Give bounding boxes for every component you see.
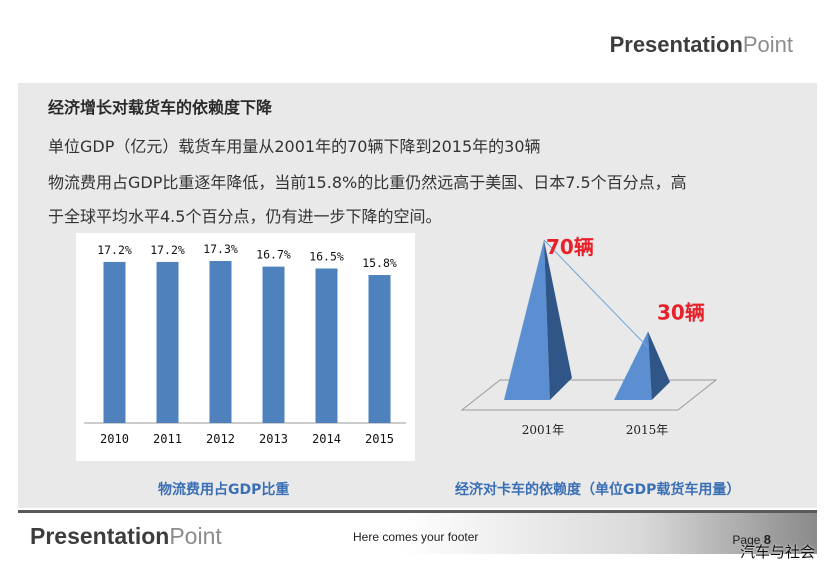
- bar-2011: [156, 261, 179, 423]
- logistics-bar-chart: 17.2% 2010 17.2% 2011 17.3% 2012 16.7% 2013 16.5…: [84, 242, 406, 446]
- page-number-value: 8: [763, 532, 771, 547]
- data-label-2012: 17.3%: [203, 242, 238, 256]
- footer-logo-light: Point: [169, 523, 222, 549]
- logo-bold-text: Presentation: [609, 32, 743, 57]
- data-label-2015: 15.8%: [362, 256, 397, 270]
- bar-2015: [368, 275, 391, 423]
- data-label-2010: 17.2%: [97, 243, 132, 257]
- bar-2010: [103, 261, 126, 423]
- pyramid-chart: 2001年 2015年 70辆 30辆: [460, 235, 718, 437]
- slide-heading: 经济增长对载货车的依赖度下降: [48, 98, 273, 117]
- bar-chart-box: 17.2% 2010 17.2% 2011 17.3% 2012 16.7% 2013 16.5…: [76, 233, 415, 461]
- x-tick-2015年: 2015年: [626, 423, 669, 437]
- body-line-2: 物流费用占GDP比重逐年降低，当前15.8%的比重仍然远高于美国、日本7.5个百…: [48, 173, 687, 192]
- body-line-3: 于全球平均水平4.5个百分点，仍有进一步下降的空间。: [48, 207, 442, 226]
- pyramid-side-1: [648, 331, 670, 400]
- pyramid-front-0: [504, 240, 550, 400]
- bar-2014: [315, 268, 338, 423]
- watermark-text: 汽车与社会: [739, 543, 815, 561]
- body-line-1: 单位GDP（亿元）载货车用量从2001年的70辆下降到2015年的30辆: [48, 137, 541, 156]
- x-tick-2010: 2010: [100, 432, 129, 446]
- x-tick-2015: 2015: [365, 432, 394, 446]
- data-label-2011: 17.2%: [150, 243, 185, 257]
- footer-bar: PresentationPoint Here comes your footer…: [18, 510, 817, 554]
- presentationpoint-logo-top: PresentationPoint: [610, 32, 793, 58]
- pyramid-side-0: [544, 240, 572, 400]
- data-label-2001: 70辆: [546, 235, 594, 259]
- x-tick-2011: 2011: [153, 432, 182, 446]
- footer-text: Here comes your footer: [353, 530, 479, 544]
- bar-2013: [262, 266, 285, 423]
- x-tick-2013: 2013: [259, 432, 288, 446]
- data-label-2015: 30辆: [657, 300, 705, 324]
- x-tick-2001年: 2001年: [522, 423, 565, 437]
- presentationpoint-logo-footer: PresentationPoint: [30, 523, 222, 550]
- data-label-2013: 16.7%: [256, 248, 291, 262]
- pyramid-front-1: [614, 331, 652, 400]
- caption-left: 物流费用占GDP比重: [158, 482, 290, 498]
- x-tick-2012: 2012: [206, 432, 235, 446]
- x-tick-2014: 2014: [312, 432, 341, 446]
- page-label: Page: [732, 533, 761, 547]
- footer-logo-bold: Presentation: [30, 523, 170, 549]
- data-label-2014: 16.5%: [309, 249, 344, 263]
- bar-2012: [209, 261, 232, 423]
- logo-light-text: Point: [742, 32, 793, 57]
- page-number: Page 8: [732, 532, 771, 547]
- chart-floor: [460, 379, 718, 411]
- trend-line: [543, 239, 649, 348]
- caption-right: 经济对卡车的依赖度（单位GDP载货车用量）: [455, 482, 741, 498]
